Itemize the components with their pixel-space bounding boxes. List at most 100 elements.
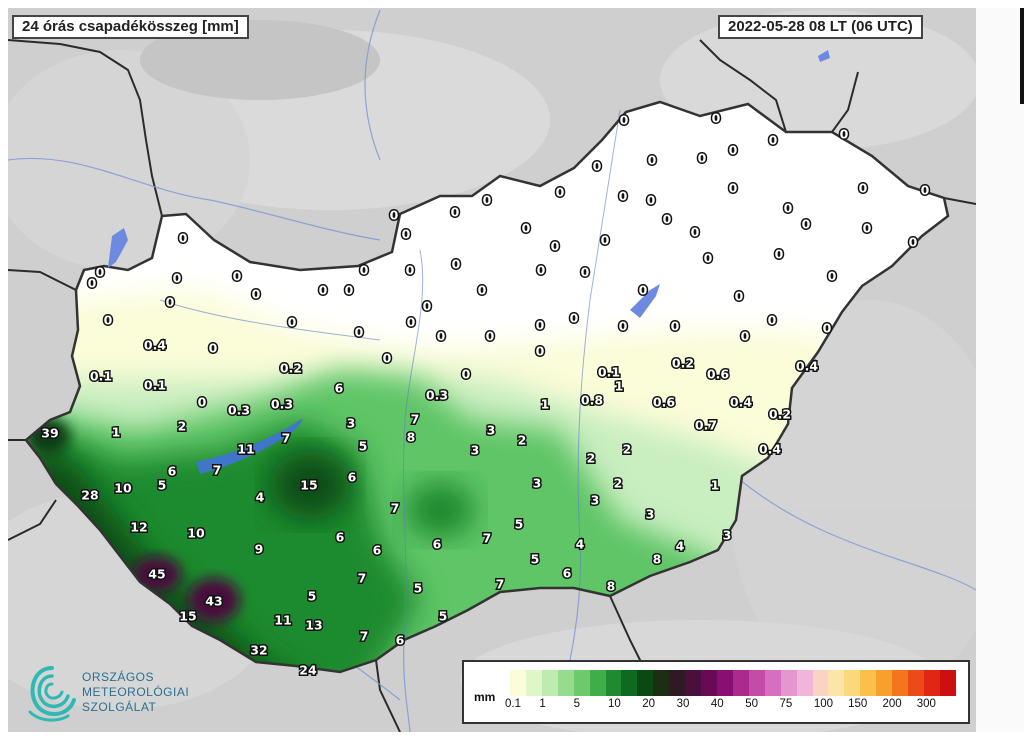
- legend-swatch: [732, 670, 749, 696]
- station-value: 0: [288, 315, 297, 330]
- legend-tick-label: 50: [745, 698, 758, 710]
- legend-colorbar: [510, 670, 956, 696]
- station-value: 0: [96, 265, 105, 280]
- station-value: 2: [518, 433, 527, 448]
- legend-unit: mm: [474, 690, 496, 704]
- station-value: 2: [178, 419, 187, 434]
- station-value: 0: [729, 181, 738, 196]
- station-values: 0 0 0 0 0 0 0 0 0 0 0 0 0 0 0 0 0 0 0 0 0 0 0 0 0 0 0 0 0 0 0 0 0 0 0 0 0 0 0 0…: [40, 109, 931, 679]
- station-value: 0: [823, 321, 832, 336]
- station-value: 0: [619, 319, 628, 334]
- station-value: 5: [308, 589, 317, 604]
- station-value: 0: [784, 201, 793, 216]
- legend-swatch: [812, 670, 829, 696]
- station-value: 0: [179, 231, 188, 246]
- legend-swatch: [923, 670, 940, 696]
- station-value: 24: [299, 663, 317, 678]
- station-value: 0: [556, 185, 565, 200]
- station-value: 0: [663, 212, 672, 227]
- map-datetime: 2022-05-28 08 LT (06 UTC): [718, 15, 923, 39]
- station-value: 3: [471, 443, 480, 458]
- station-value: 0: [712, 111, 721, 126]
- station-value: 39: [41, 426, 58, 441]
- station-value: 6: [348, 470, 357, 485]
- station-value: 0: [671, 319, 680, 334]
- station-value: 0.3: [271, 397, 293, 412]
- station-value: 5: [531, 552, 540, 567]
- station-value: 10: [187, 526, 205, 541]
- station-value: 2: [614, 476, 623, 491]
- station-value: 0: [729, 143, 738, 158]
- legend-swatch: [653, 670, 670, 696]
- legend-swatch: [510, 670, 526, 696]
- station-value: 0: [451, 205, 460, 220]
- legend-swatch: [860, 670, 877, 696]
- station-value: 3: [591, 493, 600, 508]
- station-value: 0: [581, 265, 590, 280]
- station-value: 6: [336, 530, 345, 545]
- station-value: 0: [698, 151, 707, 166]
- station-value: 2: [623, 442, 632, 457]
- station-value: 45: [148, 567, 165, 582]
- station-value: 7: [391, 501, 400, 516]
- station-value: 6: [168, 464, 177, 479]
- station-value: 0: [775, 247, 784, 262]
- station-value: 0.1: [90, 369, 112, 384]
- station-value: 10: [114, 481, 132, 496]
- station-value: 0: [452, 257, 461, 272]
- station-value: 0: [198, 395, 207, 410]
- lake-neusiedl: [108, 228, 128, 268]
- station-value: 3: [533, 476, 542, 491]
- station-value: 0.7: [695, 418, 717, 433]
- station-value: 0.4: [730, 395, 752, 410]
- color-legend: mm 0.1 1 5 10 20 30 40 50 75 100 150 200 300: [462, 660, 970, 724]
- station-value: 0: [355, 325, 364, 340]
- station-value: 32: [250, 643, 267, 658]
- station-value: 6: [433, 537, 442, 552]
- legend-tick-label: 20: [642, 698, 656, 710]
- legend-tick-label: 75: [779, 698, 793, 710]
- station-value: 0: [423, 299, 432, 314]
- legend-swatch: [876, 670, 893, 696]
- station-value: 5: [414, 581, 423, 596]
- station-value: 7: [213, 463, 222, 478]
- legend-swatch: [637, 670, 654, 696]
- legend-swatch: [780, 670, 797, 696]
- station-value: 0: [735, 289, 744, 304]
- station-value: 0.2: [280, 361, 302, 376]
- station-value: 0: [486, 329, 495, 344]
- station-value: 0: [209, 341, 218, 356]
- station-value: 9: [255, 542, 264, 557]
- station-value: 0: [620, 113, 629, 128]
- station-value: 3: [347, 416, 356, 431]
- station-value: 28: [81, 488, 98, 503]
- screen-edge: [976, 8, 1024, 732]
- station-value: 0.1: [144, 378, 166, 393]
- logo-line: SZOLGÁLAT: [82, 700, 157, 714]
- legend-tick-label: 30: [676, 698, 690, 710]
- station-value: 7: [282, 431, 291, 446]
- station-value: 0: [691, 225, 700, 240]
- legend-swatch: [892, 670, 909, 696]
- station-value: 0: [462, 367, 471, 382]
- station-value: 7: [358, 571, 367, 586]
- lake-tisza: [630, 284, 660, 318]
- station-value: 8: [653, 552, 662, 567]
- station-value: 11: [274, 613, 291, 628]
- station-value: 4: [676, 539, 685, 554]
- station-value: 0: [345, 283, 354, 298]
- legend-tick-label: 5: [573, 698, 581, 710]
- station-value: 7: [411, 412, 420, 427]
- station-value: 0.2: [769, 407, 791, 422]
- station-value: 0: [741, 329, 750, 344]
- station-value: 43: [205, 594, 222, 609]
- station-value: 5: [359, 439, 368, 454]
- station-value: 0: [601, 233, 610, 248]
- station-value: 0.6: [653, 395, 675, 410]
- station-value: 0.4: [759, 442, 781, 457]
- station-value: 6: [396, 633, 405, 648]
- legend-swatch: [701, 670, 717, 696]
- station-value: 0.1: [598, 365, 620, 380]
- legend-swatch: [573, 670, 590, 696]
